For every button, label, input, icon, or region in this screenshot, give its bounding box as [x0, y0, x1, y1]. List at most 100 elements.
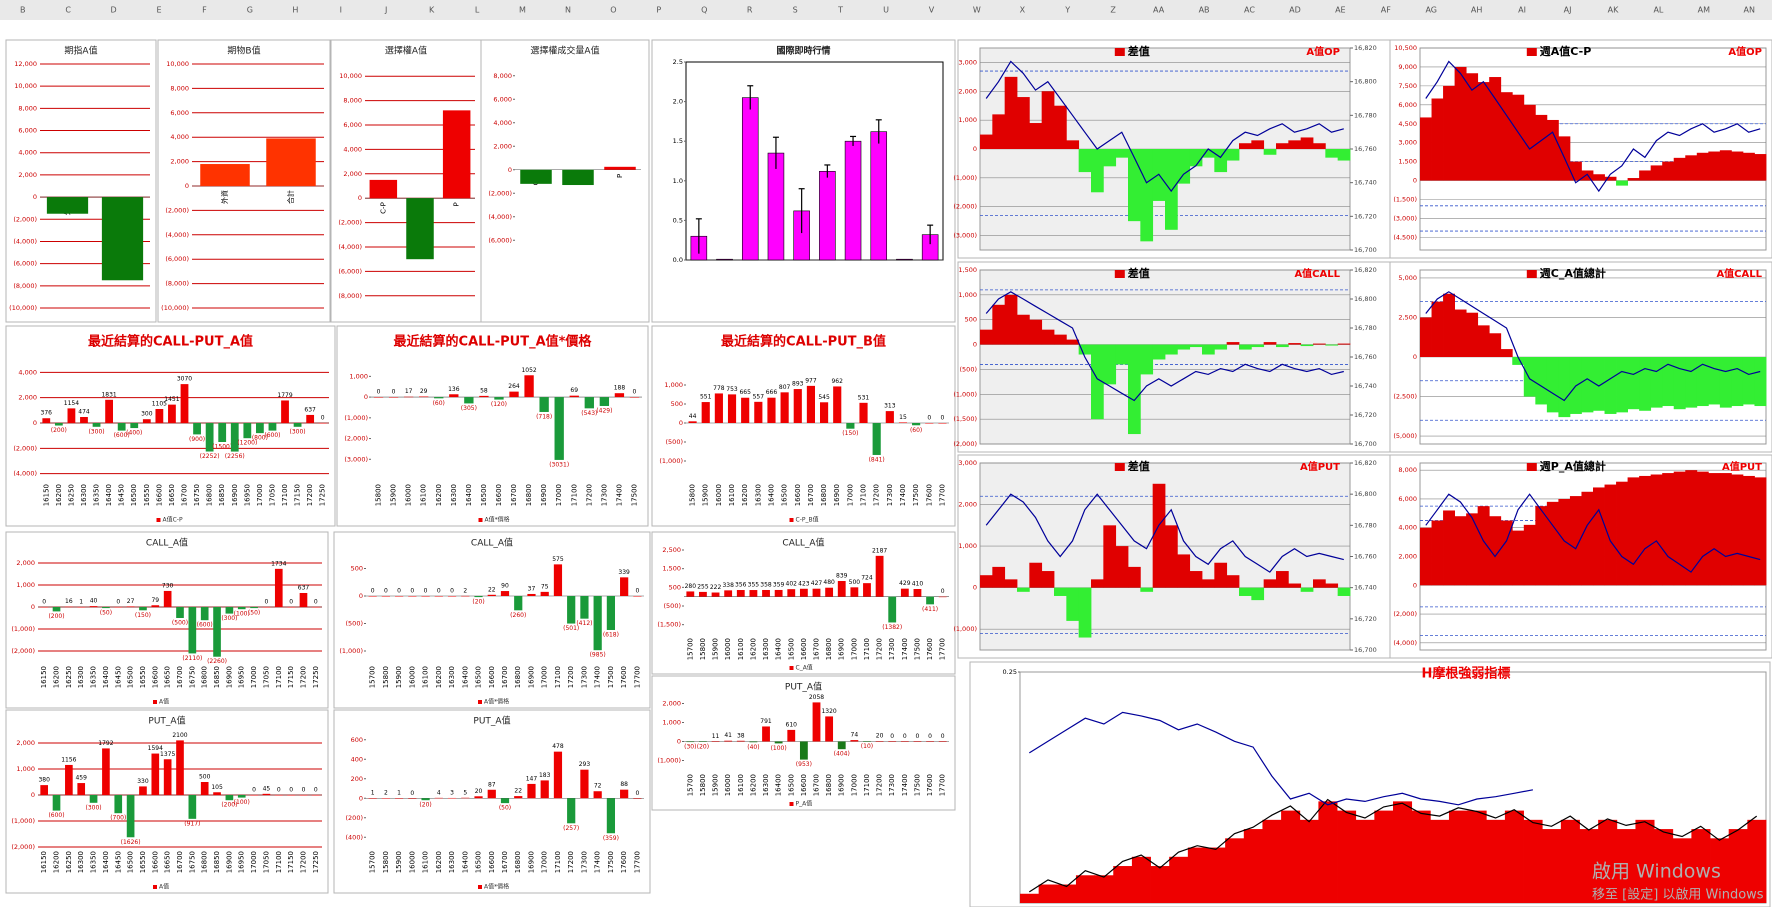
y-tick-label: (10,000): [161, 304, 189, 312]
bar: [1299, 819, 1319, 903]
x-tick-label: 17200: [299, 851, 307, 873]
x-tick-label: 17700: [633, 666, 641, 688]
data-label: 545: [818, 394, 830, 401]
data-label: 0: [941, 415, 945, 422]
x-tick-label: 16700: [813, 774, 821, 796]
area-slice: [992, 304, 1006, 345]
y2-tick-label: 16,780: [1354, 324, 1377, 332]
bar: [580, 596, 589, 619]
x-tick-label: 17200: [299, 666, 307, 688]
data-label: (30): [684, 744, 696, 751]
x-tick-label: 17200: [585, 484, 593, 506]
area-slice: [1066, 339, 1080, 345]
bar: [875, 555, 884, 597]
data-label: 962: [831, 378, 843, 385]
area-slice: [1017, 97, 1030, 149]
y-tick-label: (6,000): [338, 267, 362, 275]
x-tick-label: 17250: [312, 851, 320, 873]
area-slice: [1263, 149, 1277, 155]
bar: [896, 258, 913, 261]
bar: [299, 795, 308, 796]
x-tick-label: 16350: [90, 851, 98, 873]
y-tick-label: 0: [185, 182, 189, 190]
bar: [1747, 819, 1767, 903]
y2-tick-label: 16,740: [1354, 382, 1377, 390]
bar: [1728, 829, 1748, 903]
data-label: 427: [811, 580, 823, 587]
y-tick-label: 0: [973, 584, 977, 592]
data-label: (411): [922, 606, 938, 613]
data-label: 255: [697, 583, 709, 590]
y-tick-label: (1,000): [953, 390, 977, 398]
column-header: AF: [1381, 6, 1391, 15]
area-slice: [1128, 566, 1141, 588]
area-slice: [1177, 554, 1191, 588]
bar: [926, 741, 934, 742]
area-slice: [1313, 143, 1326, 149]
x-tick-label: 17200: [873, 484, 881, 506]
y-tick-label: 0: [1413, 353, 1417, 361]
chart-title: 選擇權成交量A值: [530, 45, 599, 57]
area-slice: [1616, 481, 1628, 586]
x-tick-label: 16900: [225, 851, 233, 873]
x-tick-label: 16000: [408, 666, 416, 688]
data-label: 0: [410, 588, 414, 595]
bar: [863, 583, 871, 597]
data-label: (429): [596, 407, 612, 414]
area-slice: [1337, 587, 1351, 596]
column-header: B: [20, 6, 26, 15]
annotation: A值CALL: [1294, 267, 1340, 280]
y-tick-label: 400: [351, 755, 363, 763]
y-tick-label: (4,000): [165, 231, 189, 239]
x-tick-label: 17200: [306, 484, 314, 506]
area-slice: [1593, 174, 1605, 181]
data-label: (10): [861, 743, 873, 750]
area-slice: [1512, 530, 1525, 586]
bar: [819, 402, 829, 423]
data-label: 429: [899, 580, 911, 587]
area-slice: [1489, 516, 1502, 586]
bar: [262, 793, 271, 795]
bar: [200, 607, 209, 621]
data-label: 730: [162, 582, 174, 589]
bar: [200, 782, 209, 795]
bar: [403, 396, 414, 398]
data-label: (120): [491, 401, 507, 408]
area-slice: [1535, 506, 1548, 586]
area-slice: [1325, 344, 1339, 346]
area-slice: [1639, 475, 1652, 586]
x-tick-label: 17400: [594, 851, 602, 873]
x-tick-label: 17100: [281, 484, 289, 506]
x-tick-label: 16200: [55, 484, 63, 506]
data-label: (300): [290, 428, 306, 435]
bar: [514, 796, 523, 799]
area-slice: [1325, 583, 1339, 588]
bar: [311, 795, 320, 796]
x-tick-label: 16600: [155, 484, 163, 506]
x-tick-label: 16200: [749, 638, 757, 660]
bar: [200, 164, 250, 186]
legend-label: 週C_A值總計: [1540, 266, 1606, 280]
area-slice: [1696, 357, 1709, 407]
bar: [1672, 838, 1692, 903]
x-tick-label: 16400: [105, 484, 113, 506]
area-slice: [1029, 123, 1043, 149]
data-label: (100): [234, 611, 250, 618]
y-tick-label: (8,000): [165, 280, 189, 288]
legend-swatch: [1526, 48, 1537, 56]
y-tick-label: (1,000): [339, 647, 363, 655]
x-tick-label: 17600: [926, 638, 934, 660]
bar: [421, 798, 430, 801]
bar: [1038, 884, 1058, 903]
area-slice: [1091, 344, 1104, 420]
bar: [434, 797, 443, 799]
area-slice: [1431, 98, 1444, 181]
data-label: 2100: [172, 732, 187, 739]
x-tick-label: 16800: [825, 638, 833, 660]
area-slice: [1454, 516, 1467, 586]
line: [985, 291, 1344, 402]
legend-label: P_A值: [796, 800, 813, 808]
area-slice: [1673, 157, 1686, 181]
bar: [237, 607, 246, 610]
